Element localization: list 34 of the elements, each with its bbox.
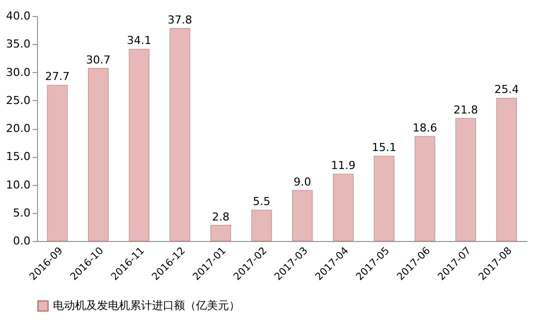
text: 21.8 xyxy=(454,103,478,116)
y-tick-label: 15.0 xyxy=(6,150,30,164)
bar xyxy=(292,190,313,242)
text: 30.7 xyxy=(86,53,110,66)
bar xyxy=(333,174,354,242)
y-tick-label: 40.0 xyxy=(6,10,30,22)
text: 15.1 xyxy=(372,141,396,154)
text: 2.8 xyxy=(212,210,230,224)
y-tick-label: 30.0 xyxy=(6,66,30,79)
y-tick-label: 0.0 xyxy=(13,234,30,248)
bar xyxy=(414,136,436,242)
text: 11.9 xyxy=(331,159,356,172)
text: 34.1 xyxy=(126,34,152,48)
bar xyxy=(170,28,190,242)
bar xyxy=(374,156,394,242)
bar xyxy=(47,84,68,242)
y-tick-label: 10.0 xyxy=(6,178,30,192)
bar xyxy=(456,118,476,242)
bar xyxy=(496,98,517,242)
text: 27.7 xyxy=(45,70,70,84)
text: 9.0 xyxy=(294,175,312,188)
bar xyxy=(251,210,272,242)
y-tick-label: 20.0 xyxy=(6,122,30,135)
bar xyxy=(88,68,108,242)
text: 5.5 xyxy=(252,195,270,208)
text: 25.4 xyxy=(494,83,519,96)
text: 37.8 xyxy=(168,13,192,26)
y-tick-label: 25.0 xyxy=(6,94,30,107)
y-tick-label: 5.0 xyxy=(13,206,30,220)
legend-label: 电动机及发电机累计进口额（亿美元） xyxy=(53,299,240,312)
text: 18.6 xyxy=(412,121,438,134)
bar xyxy=(210,225,231,242)
y-tick-label: 35.0 xyxy=(6,38,30,51)
bar xyxy=(128,48,150,242)
